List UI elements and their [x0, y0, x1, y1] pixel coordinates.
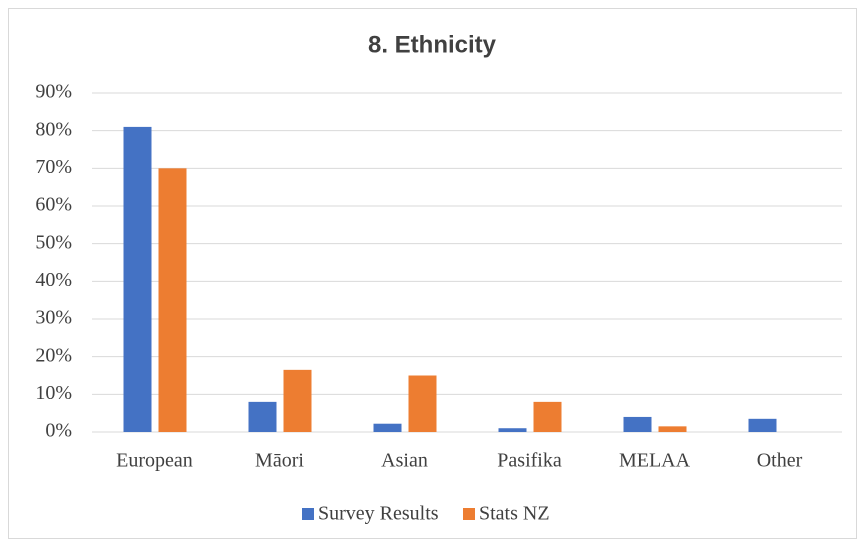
bar	[748, 418, 777, 432]
bar	[533, 401, 562, 432]
bar	[248, 401, 277, 432]
bar	[283, 369, 312, 432]
y-tick-label: 10%	[35, 382, 72, 404]
y-tick-label: 20%	[35, 344, 72, 366]
bar	[498, 428, 527, 432]
bar	[408, 375, 437, 432]
bar	[158, 168, 187, 433]
x-tick-label: Other	[757, 450, 803, 472]
x-tick-label: MELAA	[619, 450, 691, 472]
y-tick-label: 90%	[35, 81, 72, 103]
legend-swatch	[463, 508, 475, 520]
chart-title: 8. Ethnicity	[368, 31, 497, 58]
y-tick-label: 0%	[45, 420, 72, 442]
y-tick-label: 50%	[35, 231, 72, 253]
y-tick-label: 40%	[35, 269, 72, 291]
x-tick-label: European	[116, 450, 193, 472]
legend-label: Stats NZ	[479, 503, 550, 525]
y-tick-label: 70%	[35, 156, 72, 178]
x-tick-label: Asian	[381, 450, 428, 472]
y-tick-label: 30%	[35, 307, 72, 329]
bar	[373, 423, 402, 432]
bar	[123, 126, 152, 433]
x-tick-label: Pasifika	[497, 450, 562, 472]
legend-label: Survey Results	[318, 503, 439, 525]
bar	[623, 416, 652, 432]
y-tick-label: 80%	[35, 118, 72, 140]
bar	[658, 426, 687, 432]
x-tick-label: Māori	[255, 450, 304, 472]
legend-swatch	[302, 508, 314, 520]
y-tick-label: 60%	[35, 194, 72, 216]
